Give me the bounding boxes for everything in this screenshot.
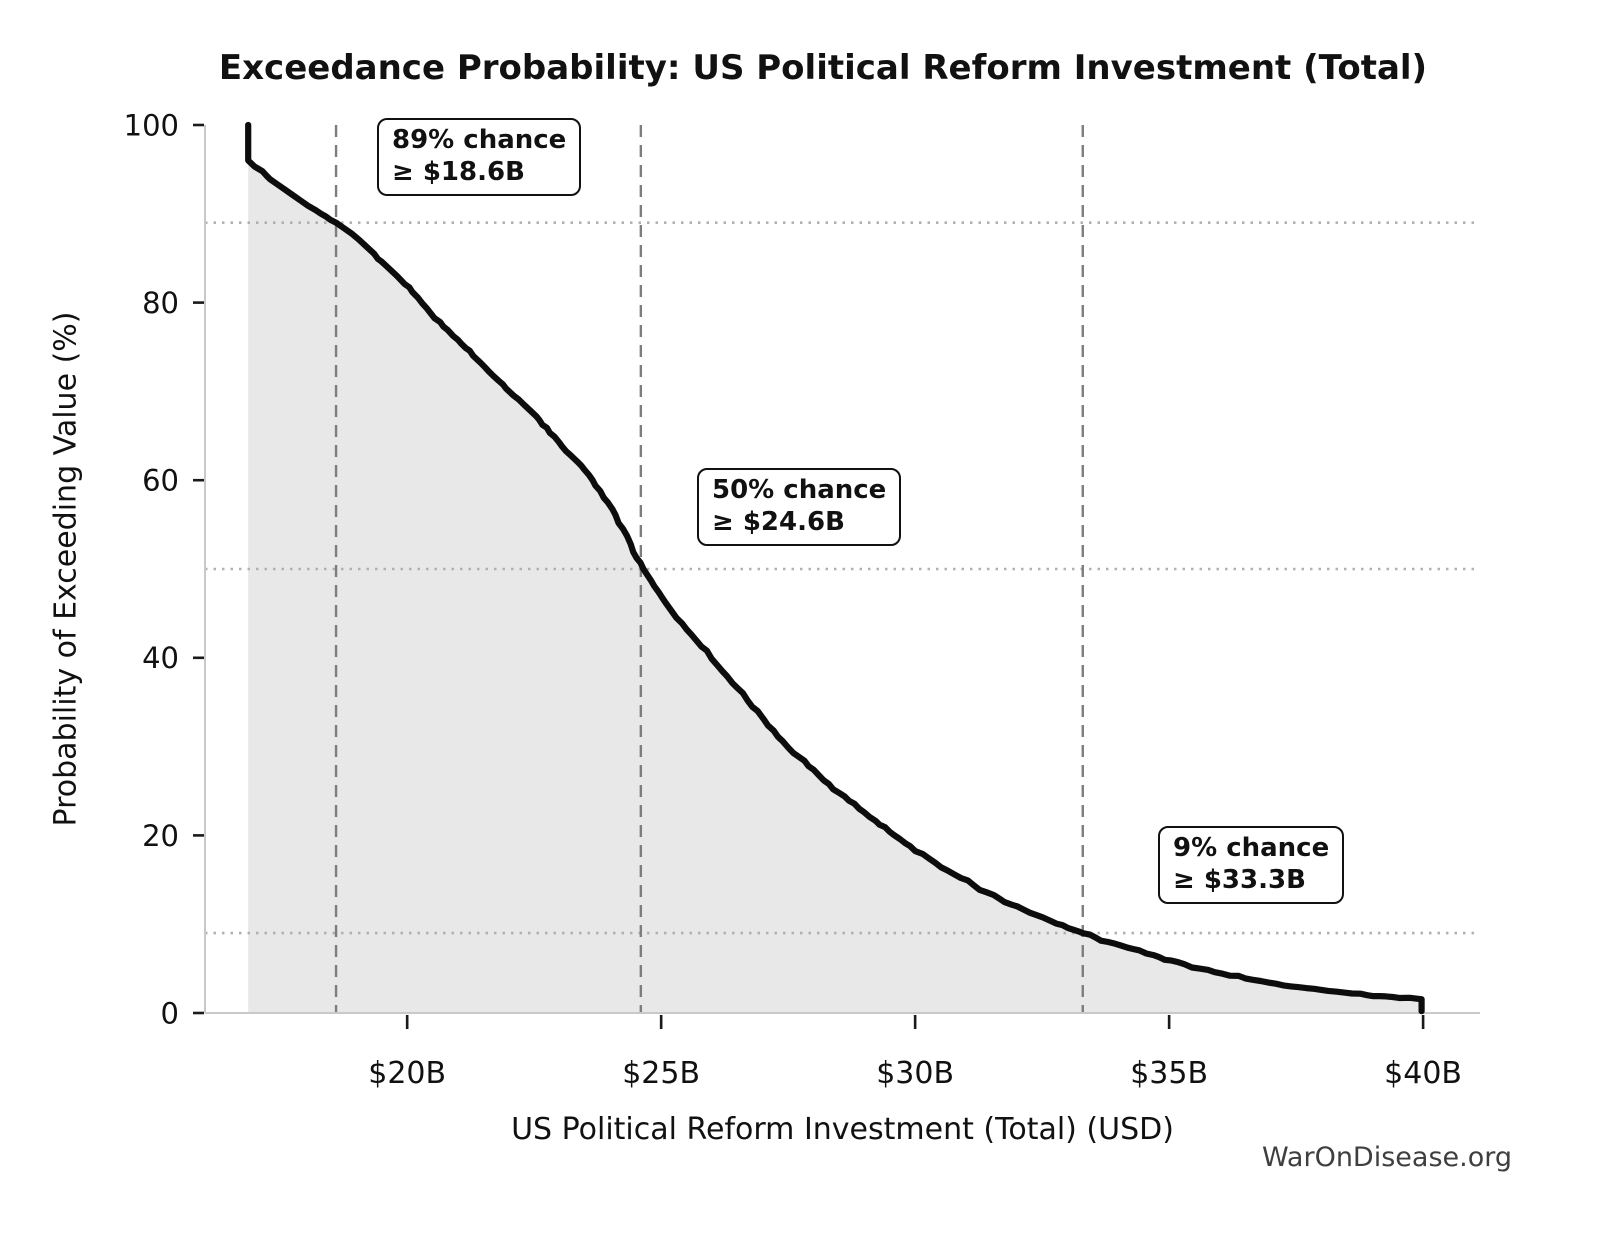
exceedance-curve [245, 121, 1425, 1015]
chart-title: Exceedance Probability: US Political Ref… [218, 48, 1428, 88]
annotation-9pct-line2: ≥ $33.3B [1173, 865, 1306, 895]
y-tick-label-40: 40 [142, 641, 179, 675]
y-axis-label: Probability of Exceeding Value (%) [48, 311, 84, 827]
x-tick-label-20: $20B [368, 1056, 446, 1091]
x-axis-label: US Political Reform Investment (Total) (… [511, 1112, 1174, 1147]
annotation-50pct-line1: 50% chance [712, 475, 887, 505]
x-tick-label-35: $35B [1130, 1056, 1208, 1091]
area-fill [248, 125, 1422, 1013]
annotation-50pct: 50% chance ≥ $24.6B [697, 468, 902, 546]
annotation-89pct-line2: ≥ $18.6B [392, 157, 525, 187]
y-tick-label-100: 100 [124, 108, 179, 142]
annotation-50pct-line2: ≥ $24.6B [712, 507, 845, 537]
y-tick-label-20: 20 [142, 819, 179, 853]
annotation-9pct-line1: 9% chance [1173, 833, 1330, 863]
annotation-89pct-line1: 89% chance [392, 125, 567, 155]
x-tick-label-40: $40B [1384, 1056, 1462, 1091]
watermark: WarOnDisease.org [1261, 1142, 1512, 1173]
annotation-9pct: 9% chance ≥ $33.3B [1158, 826, 1345, 904]
y-tick-label-80: 80 [142, 286, 179, 320]
y-tick-label-0: 0 [161, 996, 179, 1030]
x-tick-label-30: $30B [876, 1056, 954, 1091]
annotation-89pct: 89% chance ≥ $18.6B [377, 118, 582, 196]
y-tick-label-60: 60 [142, 464, 179, 498]
x-tick-label-25: $25B [622, 1056, 700, 1091]
